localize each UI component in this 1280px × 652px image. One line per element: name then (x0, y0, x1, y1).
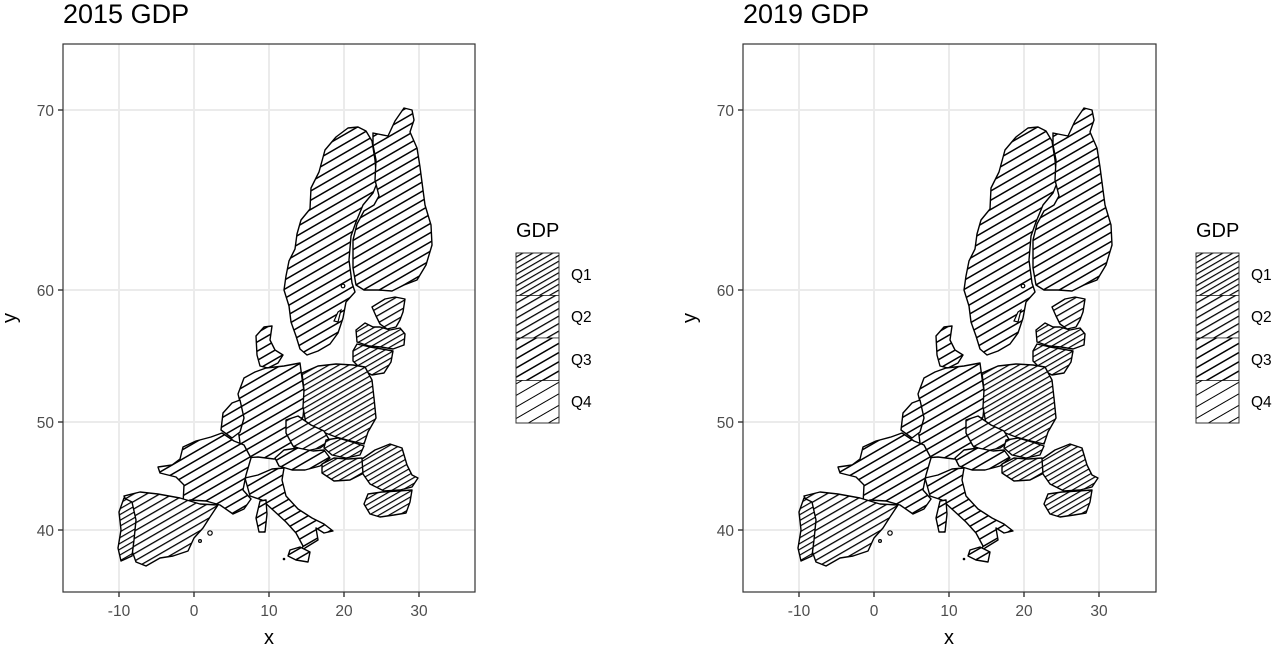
x-tick-label: 20 (335, 603, 353, 620)
legend-key-q4 (515, 380, 560, 424)
chart-title: 2015 GDP (63, 0, 189, 29)
legend-label: Q2 (571, 309, 592, 326)
x-axis: -10 0 10 20 30 x (788, 592, 1108, 649)
legend-label: Q3 (1251, 352, 1272, 369)
x-tick-label: 0 (870, 603, 879, 620)
x-tick-label: 0 (190, 603, 199, 620)
legend-label: Q3 (571, 352, 592, 369)
legend-key-q1 (1195, 252, 1240, 296)
x-axis-title: x (944, 627, 954, 649)
y-tick-label: 70 (717, 103, 735, 120)
chart-title: 2019 GDP (743, 0, 869, 29)
y-axis: 70 60 50 40 y (0, 103, 63, 540)
y-tick-label: 40 (37, 523, 55, 540)
panel-2019: 2019 GDP -10 0 1 (679, 0, 1272, 649)
x-tick-label: 10 (940, 603, 958, 620)
x-tick-label: 30 (1090, 603, 1108, 620)
legend-label: Q4 (571, 394, 592, 411)
y-tick-label: 70 (37, 103, 55, 120)
y-axis-title: y (679, 313, 701, 323)
legend: GDP Q1 Q2 Q3 Q4 (515, 220, 592, 424)
x-tick-label: 20 (1015, 603, 1033, 620)
legend: GDP Q1 Q2 Q3 Q4 (1195, 220, 1272, 424)
y-axis: 70 60 50 40 y (679, 103, 743, 540)
plot-area (742, 43, 1157, 593)
legend-title: GDP (516, 220, 559, 242)
legend-key-frame (515, 252, 560, 424)
legend-key-q3 (515, 337, 560, 381)
y-axis-title: y (0, 313, 21, 323)
x-tick-label: -10 (108, 603, 131, 620)
y-tick-label: 40 (717, 523, 735, 540)
plot-area (62, 43, 476, 593)
x-axis-title: x (264, 627, 274, 649)
x-tick-label: 30 (410, 603, 428, 620)
legend-title: GDP (1196, 220, 1239, 242)
legend-label: Q2 (1251, 309, 1272, 326)
legend-label: Q4 (1251, 394, 1272, 411)
x-axis: -10 0 10 20 30 x (108, 592, 428, 649)
legend-key-q1 (515, 252, 560, 296)
x-tick-label: 10 (260, 603, 278, 620)
legend-key-frame (1195, 252, 1240, 424)
legend-key-q2 (1195, 295, 1240, 339)
y-tick-label: 60 (717, 283, 735, 300)
y-tick-label: 60 (37, 283, 55, 300)
y-tick-label: 50 (37, 415, 55, 432)
y-tick-label: 50 (717, 415, 735, 432)
x-tick-label: -10 (788, 603, 811, 620)
legend-key-q4 (1195, 380, 1240, 424)
legend-key-q3 (1195, 337, 1240, 381)
legend-label: Q1 (571, 267, 592, 284)
legend-label: Q1 (1251, 267, 1272, 284)
panel-2015: 2015 GDP -10 0 1 (0, 0, 592, 649)
legend-key-q2 (515, 295, 560, 339)
